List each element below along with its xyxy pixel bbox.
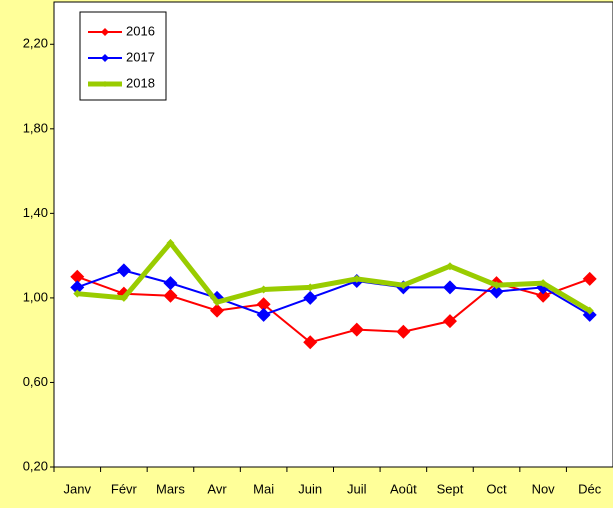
y-tick-label: 0,60 xyxy=(23,374,48,389)
point xyxy=(116,263,131,278)
point xyxy=(213,298,222,307)
y-tick-label: 1,00 xyxy=(23,289,48,304)
point xyxy=(256,307,271,322)
point xyxy=(306,283,315,292)
point xyxy=(256,297,271,312)
point xyxy=(539,279,548,288)
point xyxy=(585,306,594,315)
x-tick-label: Sept xyxy=(437,481,464,496)
x-tick-label: Déc xyxy=(578,481,602,496)
point xyxy=(582,271,597,286)
x-tick-label: Juin xyxy=(298,481,322,496)
point xyxy=(492,281,501,290)
legend-label: 2018 xyxy=(126,75,155,90)
point xyxy=(396,324,411,339)
series-line xyxy=(76,269,591,316)
legend-marker xyxy=(101,28,109,36)
point xyxy=(163,288,178,303)
x-tick-label: Févr xyxy=(111,481,138,496)
legend-marker xyxy=(101,54,109,62)
point xyxy=(445,262,454,271)
x-tick-label: Août xyxy=(390,481,417,496)
y-tick-label: 0,20 xyxy=(23,458,48,473)
x-tick-label: Oct xyxy=(486,481,507,496)
point xyxy=(442,280,457,295)
legend-label: 2016 xyxy=(126,23,155,38)
point xyxy=(70,269,85,284)
point xyxy=(349,322,364,337)
y-tick-label: 1,40 xyxy=(23,205,48,220)
legend-label: 2017 xyxy=(126,49,155,64)
x-tick-label: Juil xyxy=(347,481,367,496)
x-tick-label: Janv xyxy=(64,481,92,496)
x-tick-label: Mai xyxy=(253,481,274,496)
series-line xyxy=(77,239,591,313)
y-tick-label: 2,20 xyxy=(23,36,48,51)
x-tick-label: Nov xyxy=(532,481,556,496)
y-tick-label: 1,80 xyxy=(23,120,48,135)
point xyxy=(166,238,175,247)
x-tick-label: Mars xyxy=(156,481,185,496)
point xyxy=(303,335,318,350)
point xyxy=(119,293,128,302)
point xyxy=(489,284,504,299)
x-tick-label: Avr xyxy=(207,481,227,496)
point xyxy=(210,303,225,318)
point xyxy=(259,285,268,294)
legend-marker xyxy=(102,81,108,87)
point xyxy=(73,289,82,298)
point xyxy=(536,288,551,303)
point xyxy=(163,276,178,291)
point xyxy=(303,290,318,305)
point xyxy=(399,281,408,290)
point xyxy=(352,274,361,283)
point xyxy=(70,280,85,295)
point xyxy=(442,314,457,329)
